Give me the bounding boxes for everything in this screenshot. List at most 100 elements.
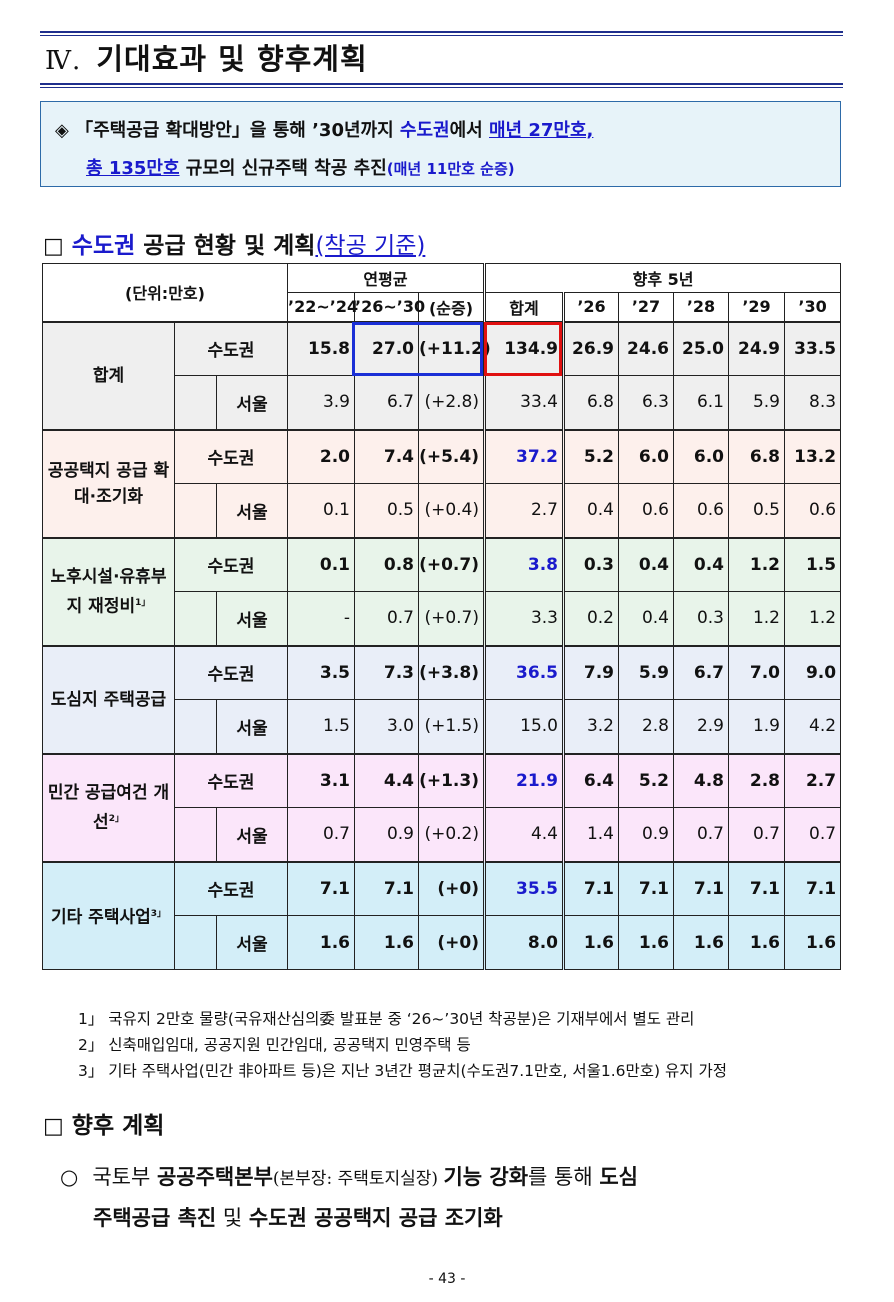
value-cell: (+0.7)	[418, 536, 485, 592]
value-cell: 1.6	[354, 915, 419, 970]
category-label: 노후시설·유휴부지 재정비	[50, 566, 167, 617]
value-cell: 7.4	[354, 428, 419, 484]
table-header-row-1: (단위:만호) 연평균 향후 5년	[42, 263, 842, 322]
table-row: 서울 0.7 0.9 (+0.2) 4.4 1.4 0.9 0.7 0.7 0.7	[42, 807, 842, 862]
footnote-3: 3」 기타 주택사업(민간 非아파트 등)은 지난 3년간 평균치(수도권7.1…	[78, 1062, 727, 1080]
category-label: 민간 공급여건 개선	[47, 782, 170, 833]
value-cell: 2.7	[783, 752, 842, 808]
value-cell: 5.2	[618, 752, 674, 808]
value-cell: 0.9	[354, 807, 419, 862]
value-cell: 7.9	[562, 644, 619, 700]
value-cell: (+5.4)	[418, 428, 485, 484]
value-cell: 0.7	[287, 807, 355, 862]
value-cell: 3.2	[562, 699, 619, 754]
value-cell: 0.3	[673, 591, 729, 646]
table-row: 기타 주택사업3」 수도권 7.1 7.1 (+0) 35.5 7.1 7.1 7.1 7.1 7.…	[42, 860, 842, 970]
value-cell: 1.6	[287, 915, 355, 970]
value-cell: 7.1	[728, 860, 785, 916]
value-cell: 5.9	[618, 644, 674, 700]
summary-text: 「주택공급 확대방안」을 통해 ’30년까지	[75, 120, 400, 141]
value-cell: 33.5	[783, 320, 842, 376]
summary-highlight-total: 총 135만호	[86, 158, 180, 179]
value-cell: 1.2	[728, 591, 785, 646]
category-cell: 노후시설·유휴부지 재정비1」	[42, 536, 175, 646]
value-cell: 0.5	[728, 483, 785, 538]
plan-text: 를 통해	[528, 1165, 600, 1189]
value-cell: 1.6	[673, 915, 729, 970]
category-label: 기타 주택사업	[50, 907, 151, 928]
col-header: ’30	[783, 292, 842, 322]
value-cell: 0.9	[618, 807, 674, 862]
value-cell: 26.9	[562, 320, 619, 376]
category-label: 도심지 주택공급	[50, 689, 167, 710]
value-cell: 7.1	[618, 860, 674, 916]
summary-line-1: ◈ 「주택공급 확대방안」을 통해 ’30년까지 수도권에서 매년 27만호,	[55, 116, 593, 142]
col-header: ’28	[673, 292, 729, 322]
table-row: 서울 -0.7 (+0.7) 3.3 0.2 0.4 0.3 1.2 1.2	[42, 591, 842, 646]
status-heading: □ 수도권 공급 현황 및 계획(착공 기준)	[43, 226, 425, 260]
summary-highlight-annual: 매년 27만호,	[489, 120, 594, 141]
value-cell: (+11.2)	[418, 320, 491, 376]
value-cell: 0.7	[728, 807, 785, 862]
value-cell: 2.0	[287, 428, 355, 484]
plan-heading: □ 향후 계획	[43, 1106, 164, 1140]
region-label: 수도권	[174, 644, 288, 700]
status-heading-basis: (착공 기준)	[315, 233, 426, 259]
summary-net-increase: (매년 11만호 순증)	[386, 160, 515, 178]
title-rule-bottom	[40, 83, 843, 85]
region-label: 서울	[216, 915, 288, 970]
value-cell: 36.5	[483, 644, 564, 700]
value-cell: 0.7	[354, 591, 419, 646]
checkbox-square-icon: □	[43, 1114, 64, 1139]
table-row: 서울 0.1 0.5 (+0.4) 2.7 0.4 0.6 0.6 0.5 0.6	[42, 483, 842, 538]
value-cell: 37.2	[483, 428, 564, 484]
footnote-ref: 1」	[135, 597, 151, 608]
value-cell: 7.3	[354, 644, 419, 700]
section-title: Ⅳ. 기대효과 및 향후계획	[45, 36, 368, 78]
value-cell: 8.3	[783, 375, 842, 430]
indent-cell	[174, 483, 217, 538]
value-cell: 4.4	[354, 752, 419, 808]
region-label: 수도권	[174, 752, 288, 808]
value-cell: 9.0	[783, 644, 842, 700]
table-row: 공공택지 공급 확대·조기화 수도권 2.0 7.4 (+5.4) 37.2 5.2 6.0 6…	[42, 428, 842, 538]
footnote-ref: 3」	[150, 908, 167, 919]
status-heading-text: 공급 현황 및 계획	[135, 233, 316, 259]
value-cell: 7.1	[562, 860, 619, 916]
value-cell: (+2.8)	[418, 375, 485, 430]
value-cell: 3.8	[483, 536, 564, 592]
footnotes: 1」 국유지 2만호 물량(국유재산심의委 발표분 중 ‘26~’30년 착공분…	[78, 1006, 727, 1084]
region-label: 수도권	[174, 536, 288, 592]
value-cell: 1.6	[562, 915, 619, 970]
region-label: 수도권	[174, 860, 288, 916]
value-cell: 6.3	[618, 375, 674, 430]
footnote-2: 2」 신축매입임대, 공공지원 민간임대, 공공택지 민영주택 등	[78, 1036, 471, 1054]
header-annual-avg: 연평균	[287, 263, 485, 293]
value-cell: 0.2	[562, 591, 619, 646]
title-rule-top-thin	[40, 35, 843, 36]
region-label: 수도권	[174, 320, 288, 376]
value-cell: 1.6	[618, 915, 674, 970]
plan-text: 및	[216, 1206, 249, 1230]
value-cell: 24.9	[728, 320, 785, 376]
value-cell: 6.7	[673, 644, 729, 700]
value-cell: 0.7	[783, 807, 842, 862]
value-cell: 3.3	[483, 591, 564, 646]
value-cell: 21.9	[483, 752, 564, 808]
value-cell: (+3.8)	[418, 644, 485, 700]
plan-emphasis: 수도권 공공택지 공급 조기화	[248, 1206, 503, 1230]
circle-bullet-icon: ○	[60, 1165, 79, 1189]
value-cell: 0.7	[673, 807, 729, 862]
header-next-5-years: 향후 5년	[482, 263, 842, 293]
value-cell: 0.4	[562, 483, 619, 538]
highlight-box-avg	[352, 322, 483, 376]
region-label: 서울	[216, 483, 288, 538]
value-cell: 0.6	[618, 483, 674, 538]
value-cell: 33.4	[483, 375, 564, 430]
table-row: 노후시설·유휴부지 재정비1」 수도권 0.1 0.8 (+0.7) 3.8 0.3 0.4 0…	[42, 536, 842, 646]
plan-text: 국토부	[92, 1165, 157, 1189]
value-cell: 0.8	[354, 536, 419, 592]
table-header-row-2: ’22~’24’26~’30 (순증) 합계 ’26’27’28’29’30	[43, 292, 842, 322]
value-cell: 13.2	[783, 428, 842, 484]
value-cell: 7.1	[287, 860, 355, 916]
